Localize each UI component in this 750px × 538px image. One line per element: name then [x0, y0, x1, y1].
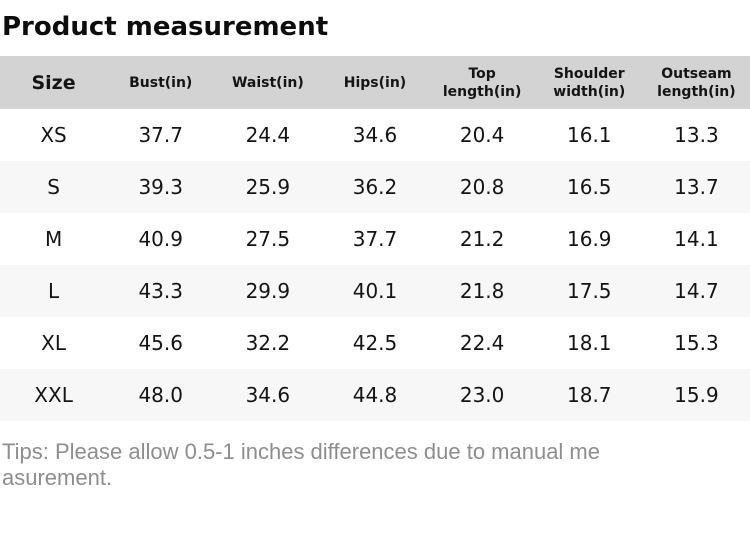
outseam-length-cell: 15.3	[674, 331, 719, 355]
column-header-waist: Waist(in)	[214, 56, 322, 109]
outseam-length-cell: 13.3	[674, 123, 719, 147]
waist-cell: 24.4	[245, 123, 291, 147]
column-header-top-length: Top length(in)	[428, 56, 536, 109]
shoulder-width-cell: 18.7	[567, 383, 612, 407]
hips-cell: 44.8	[352, 383, 398, 407]
hips-cell: 34.6	[352, 123, 398, 147]
table-row-xs: XS 37.7 24.4 34.6 20.4 16.1 13.3	[0, 109, 750, 161]
table-row-l: L 43.3 29.9 40.1 21.8 17.5 14.7	[0, 265, 750, 317]
hips-cell: 37.7	[352, 227, 398, 251]
table-row-m: M 40.9 27.5 37.7 21.2 16.9 14.1	[0, 213, 750, 265]
top-length-cell: 21.8	[459, 279, 505, 303]
waist-cell: 27.5	[245, 227, 291, 251]
waist-cell: 32.2	[245, 331, 291, 355]
column-header-bust: Bust(in)	[107, 56, 215, 109]
table-row-xxl: XXL 48.0 34.6 44.8 23.0 18.7 15.9	[0, 369, 750, 421]
size-cell: S	[47, 175, 60, 199]
top-length-cell: 20.8	[459, 175, 505, 199]
outseam-length-cell: 14.7	[674, 279, 719, 303]
column-header-shoulder-width: Shoulder width(in)	[535, 56, 643, 109]
bust-cell: 48.0	[138, 383, 183, 407]
bust-cell: 39.3	[138, 175, 183, 199]
outseam-length-cell: 15.9	[674, 383, 719, 407]
top-length-cell: 22.4	[459, 331, 505, 355]
bust-cell: 37.7	[138, 123, 183, 147]
page-title: Product measurement	[2, 12, 329, 42]
size-cell: XS	[40, 123, 67, 147]
waist-cell: 34.6	[245, 383, 291, 407]
hips-cell: 42.5	[352, 331, 398, 355]
size-cell: M	[44, 227, 63, 251]
bust-cell: 43.3	[138, 279, 183, 303]
tips-text: Tips: Please allow 0.5-1 inches differen…	[2, 439, 750, 491]
waist-cell: 25.9	[245, 175, 291, 199]
column-header-hips: Hips(in)	[321, 56, 429, 109]
bust-cell: 40.9	[138, 227, 183, 251]
waist-cell: 29.9	[245, 279, 291, 303]
tips-line-1: Tips: Please allow 0.5-1 inches differen…	[2, 439, 600, 464]
outseam-length-cell: 13.7	[674, 175, 719, 199]
hips-cell: 36.2	[352, 175, 398, 199]
shoulder-width-cell: 16.1	[567, 123, 612, 147]
table-row-s: S 39.3 25.9 36.2 20.8 16.5 13.7	[0, 161, 750, 213]
bust-cell: 45.6	[138, 331, 183, 355]
shoulder-width-cell: 18.1	[567, 331, 612, 355]
size-measurement-table: Size Bust(in) Waist(in) Hips(in) Top len…	[0, 56, 750, 421]
product-measurement-section: Product measurement Size Bust(in) Waist(…	[0, 12, 750, 491]
top-length-cell: 20.4	[459, 123, 505, 147]
size-cell: XXL	[34, 383, 73, 407]
column-header-size: Size	[0, 56, 108, 109]
hips-cell: 40.1	[352, 279, 398, 303]
outseam-length-cell: 14.1	[674, 227, 719, 251]
column-header-outseam-length: Outseam length(in)	[642, 56, 750, 109]
tips-line-2: asurement.	[2, 465, 113, 490]
size-cell: XL	[41, 331, 66, 355]
shoulder-width-cell: 17.5	[567, 279, 612, 303]
table-header-row: Size Bust(in) Waist(in) Hips(in) Top len…	[0, 56, 750, 109]
size-cell: L	[47, 279, 60, 303]
top-length-cell: 21.2	[459, 227, 505, 251]
top-length-cell: 23.0	[459, 383, 505, 407]
table-row-xl: XL 45.6 32.2 42.5 22.4 18.1 15.3	[0, 317, 750, 369]
shoulder-width-cell: 16.9	[567, 227, 612, 251]
shoulder-width-cell: 16.5	[567, 175, 612, 199]
